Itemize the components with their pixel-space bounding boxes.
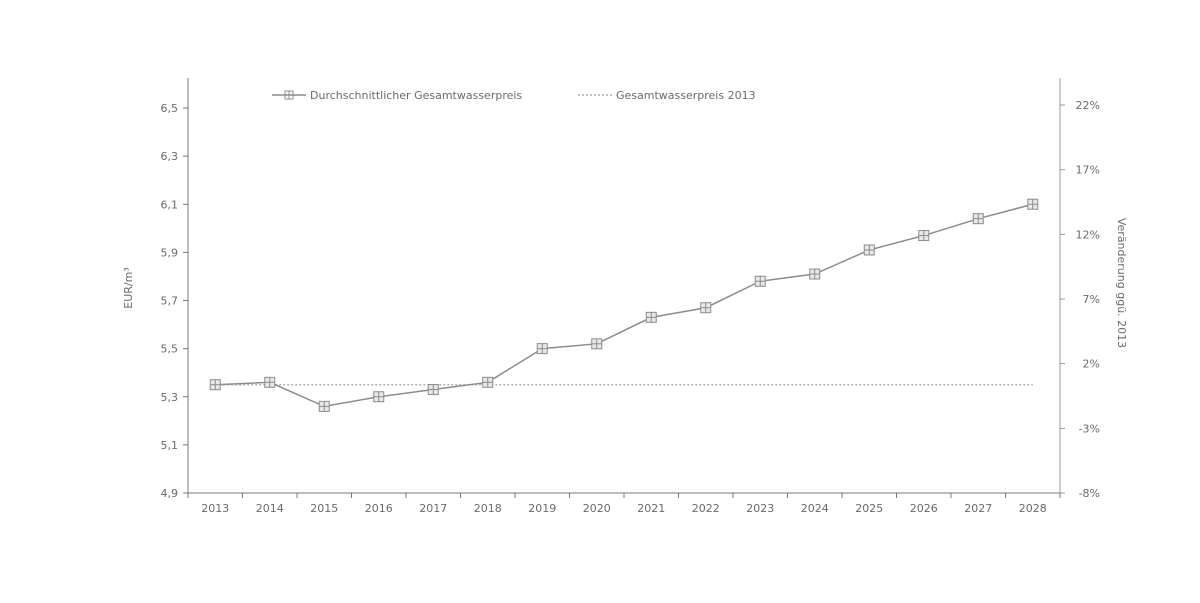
y-right-axis-title: Veränderung ggü. 2013 <box>1115 218 1128 348</box>
x-tick-label: 2024 <box>801 502 829 515</box>
left-tick-label: 6,1 <box>161 198 179 211</box>
right-tick-label: 17% <box>1076 164 1100 177</box>
x-tick-label: 2013 <box>201 502 229 515</box>
data-point-marker <box>645 311 657 323</box>
data-point-marker <box>373 391 385 403</box>
left-tick-label: 4,9 <box>161 487 179 500</box>
left-tick-label: 5,3 <box>161 391 179 404</box>
left-tick-label: 6,5 <box>161 102 179 115</box>
right-tick-label: 2% <box>1083 358 1100 371</box>
x-tick-label: 2016 <box>365 502 393 515</box>
x-tick-label: 2022 <box>692 502 720 515</box>
x-tick-label: 2028 <box>1019 502 1047 515</box>
y-left-axis-title: EUR/m³ <box>122 267 135 308</box>
data-point-marker <box>863 244 875 256</box>
data-point-marker <box>318 400 330 412</box>
left-tick-label: 6,3 <box>161 150 179 163</box>
left-axis-ticks: 4,9 5,1 5,3 5,5 5,7 5,9 6,1 6,3 6,5 <box>161 102 188 500</box>
legend-item-average: Durchschnittlicher Gesamtwasserpreis <box>272 89 522 102</box>
x-tick-label: 2027 <box>964 502 992 515</box>
legend-average-marker <box>284 90 294 100</box>
left-tick-label: 5,9 <box>161 246 179 259</box>
axes <box>187 78 1061 494</box>
left-tick-label: 5,5 <box>161 343 179 356</box>
left-tick-label: 5,1 <box>161 439 179 452</box>
x-tick-label: 2017 <box>419 502 447 515</box>
legend-reference-label: Gesamtwasserpreis 2013 <box>616 89 756 102</box>
data-point-marker <box>591 338 603 350</box>
right-tick-label: -3% <box>1079 422 1100 435</box>
x-tick-label: 2025 <box>855 502 883 515</box>
average-series-line <box>215 203 1033 408</box>
legend: Durchschnittlicher Gesamtwasserpreis Ges… <box>272 89 756 102</box>
legend-item-reference: Gesamtwasserpreis 2013 <box>578 89 756 102</box>
right-tick-label: -8% <box>1079 487 1100 500</box>
series-main-line <box>209 198 1039 412</box>
data-point-marker <box>536 343 548 355</box>
x-axis-ticks: 2013 2014 2015 2016 2017 2018 2019 2020 2021 2022… <box>187 493 1061 515</box>
x-tick-label: 2020 <box>583 502 611 515</box>
data-point-marker <box>972 213 984 225</box>
x-tick-label: 2019 <box>528 502 556 515</box>
x-tick-label: 2021 <box>637 502 665 515</box>
data-point-marker <box>1027 198 1039 210</box>
data-point-marker <box>809 268 821 280</box>
data-point-marker <box>264 376 276 388</box>
right-tick-label: 22% <box>1076 99 1100 112</box>
data-point-marker <box>482 376 494 388</box>
x-tick-label: 2026 <box>910 502 938 515</box>
data-point-marker <box>918 230 930 242</box>
data-point-marker <box>754 275 766 287</box>
x-tick-label: 2018 <box>474 502 502 515</box>
data-point-marker <box>427 384 439 396</box>
right-tick-label: 12% <box>1076 228 1100 241</box>
left-tick-label: 5,7 <box>161 295 179 308</box>
right-axis-ticks: -8% -3% 2% 7% 12% 17% 22% <box>1060 99 1100 500</box>
x-tick-label: 2014 <box>256 502 284 515</box>
legend-average-label: Durchschnittlicher Gesamtwasserpreis <box>310 89 522 102</box>
x-tick-label: 2015 <box>310 502 338 515</box>
data-point-marker <box>209 379 221 391</box>
data-point-marker <box>700 302 712 314</box>
right-tick-label: 7% <box>1083 293 1100 306</box>
x-tick-label: 2023 <box>746 502 774 515</box>
